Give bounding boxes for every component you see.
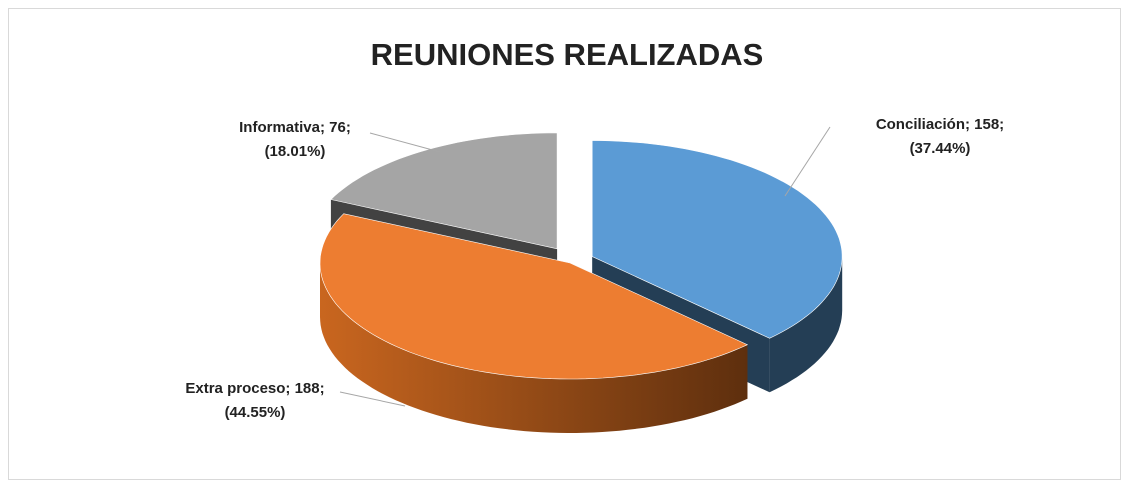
data-label: (37.44%): [910, 140, 971, 157]
chart-title: REUNIONES REALIZADAS: [371, 37, 764, 72]
slice-top: [330, 132, 558, 250]
data-label: Extra proceso; 188;: [185, 380, 324, 397]
slice-side: [320, 263, 748, 433]
data-label: Informativa; 76;: [239, 119, 351, 136]
slice-top: [319, 213, 749, 380]
data-label: Conciliación; 158;: [876, 116, 1004, 133]
slice-side: [769, 256, 843, 393]
leader-line: [369, 132, 441, 153]
slice: [319, 213, 749, 433]
slice-top: [591, 140, 843, 339]
leader-line: [339, 391, 406, 407]
data-label: (44.55%): [225, 404, 286, 421]
data-label: (18.01%): [265, 143, 326, 160]
leader-line: [784, 126, 831, 197]
